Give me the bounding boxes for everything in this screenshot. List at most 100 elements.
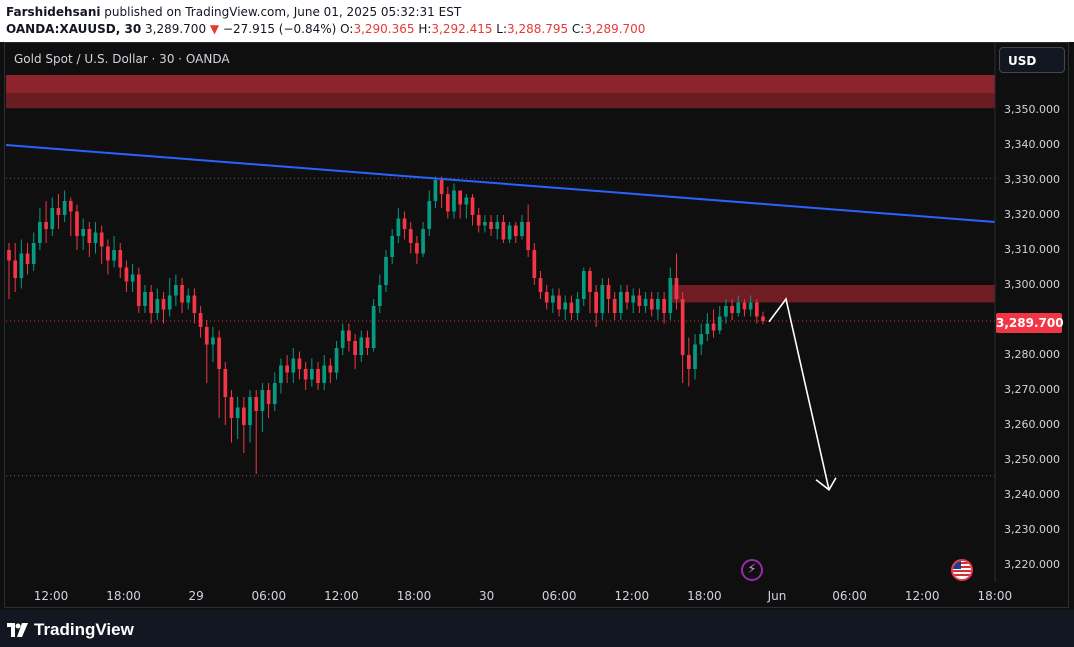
publisher-line: Farshidehsani published on TradingView.c… <box>6 5 461 19</box>
candle-body <box>322 365 327 383</box>
candle-body <box>742 302 747 310</box>
price-axis-label: 3,270.000 <box>1004 383 1060 396</box>
candle-body <box>279 365 283 383</box>
candle-body <box>81 229 86 236</box>
time-axis-label: 12:00 <box>33 589 69 603</box>
lightning-icon[interactable]: ⚡ <box>741 559 763 581</box>
price-axis-label: 3,320.000 <box>1004 208 1060 221</box>
candle-body <box>384 257 388 285</box>
candle-body <box>99 232 104 247</box>
candle-body <box>588 271 592 292</box>
candle-body <box>161 299 166 310</box>
candle-body <box>359 337 364 355</box>
candle-body <box>87 229 92 243</box>
candle-body <box>674 278 679 299</box>
candle-body <box>291 358 296 373</box>
candle-body <box>25 253 30 264</box>
candle-body <box>396 218 401 236</box>
price-axis-label: 3,340.000 <box>1004 138 1060 151</box>
time-axis-label: Jun <box>767 589 787 603</box>
candle-body <box>75 211 79 236</box>
candle-body <box>316 369 320 383</box>
candle-body <box>507 225 512 240</box>
candle-body <box>433 180 438 201</box>
candle-body <box>705 323 710 334</box>
candle-body <box>724 306 728 317</box>
candle-body <box>649 299 654 310</box>
time-axis-label: 18:00 <box>106 589 141 603</box>
candle-body <box>167 295 172 310</box>
candle-body <box>297 358 302 369</box>
candle-body <box>390 236 395 257</box>
candle-body <box>464 197 469 205</box>
candle-body <box>260 390 265 411</box>
candle-body <box>662 299 666 313</box>
candle-body <box>563 302 568 310</box>
price-axis-label: 3,310.000 <box>1004 243 1060 256</box>
candle-body <box>248 397 252 425</box>
time-axis-label: 12:00 <box>904 589 940 603</box>
candle-body <box>569 302 574 313</box>
candle-body <box>56 208 61 215</box>
chart-frame <box>4 42 1069 608</box>
candle-body <box>513 225 518 236</box>
candle-body <box>495 222 500 229</box>
price-axis-label: 3,280.000 <box>1004 348 1060 361</box>
candle-body <box>427 201 432 229</box>
candle-body <box>606 285 611 299</box>
candle-body <box>143 292 147 306</box>
open-value: 3,290.365 <box>353 22 415 36</box>
candle-body <box>501 222 506 240</box>
candle-body <box>155 299 160 313</box>
candle-body <box>476 215 481 226</box>
candle-body <box>266 390 271 404</box>
tradingview-logo-text: TradingView <box>34 620 134 639</box>
candle-body <box>748 302 753 310</box>
candle-body <box>439 180 444 194</box>
candle-body <box>643 299 648 306</box>
candle-body <box>581 271 586 299</box>
trendline <box>5 144 996 223</box>
candle-body <box>365 337 370 348</box>
us-flag-icon[interactable] <box>951 559 973 581</box>
time-axis-label: 29 <box>188 589 204 603</box>
candle-body <box>211 337 215 345</box>
candle-body <box>112 250 116 261</box>
candle-body <box>223 369 228 397</box>
price-axis-label: 3,240.000 <box>1004 488 1060 501</box>
candle-body <box>180 285 184 303</box>
candle-body <box>538 278 543 292</box>
close-label: C: <box>568 22 585 36</box>
resistance-zone-band <box>6 75 995 93</box>
candle-body <box>489 222 493 229</box>
price-axis-label: 3,220.000 <box>1004 558 1060 571</box>
candle-body <box>303 369 308 380</box>
time-axis-label: 12:00 <box>324 589 359 603</box>
candle-body <box>668 278 673 313</box>
tradingview-logo[interactable]: TradingView <box>7 620 134 640</box>
time-axis-label: 06:00 <box>541 589 577 603</box>
candle-body <box>699 334 704 345</box>
candle-body <box>680 299 685 355</box>
candle-body <box>44 222 48 229</box>
author-name[interactable]: Farshidehsani <box>6 5 101 19</box>
price-axis-label: 3,260.000 <box>1004 418 1060 431</box>
candle-body <box>106 246 110 261</box>
candle-body <box>254 397 259 411</box>
symbol-title: Gold Spot / U.S. Dollar · 30 · OANDA <box>14 52 230 66</box>
candle-body <box>711 323 716 331</box>
time-axis-label: 12:00 <box>614 589 650 603</box>
candle-body <box>235 407 240 418</box>
price-axis-label: 3,230.000 <box>1004 523 1060 536</box>
time-axis-label: 18:00 <box>977 589 1013 603</box>
arrowhead-icon <box>815 477 837 491</box>
change-down-icon: ▼ <box>209 22 220 36</box>
candle-body <box>452 190 456 212</box>
currency-button[interactable]: USD <box>999 47 1065 73</box>
footer-bar <box>0 610 1074 647</box>
candle-body <box>198 313 203 327</box>
candle-body <box>557 295 561 310</box>
candle-body <box>285 365 289 373</box>
candle-body <box>31 243 36 264</box>
